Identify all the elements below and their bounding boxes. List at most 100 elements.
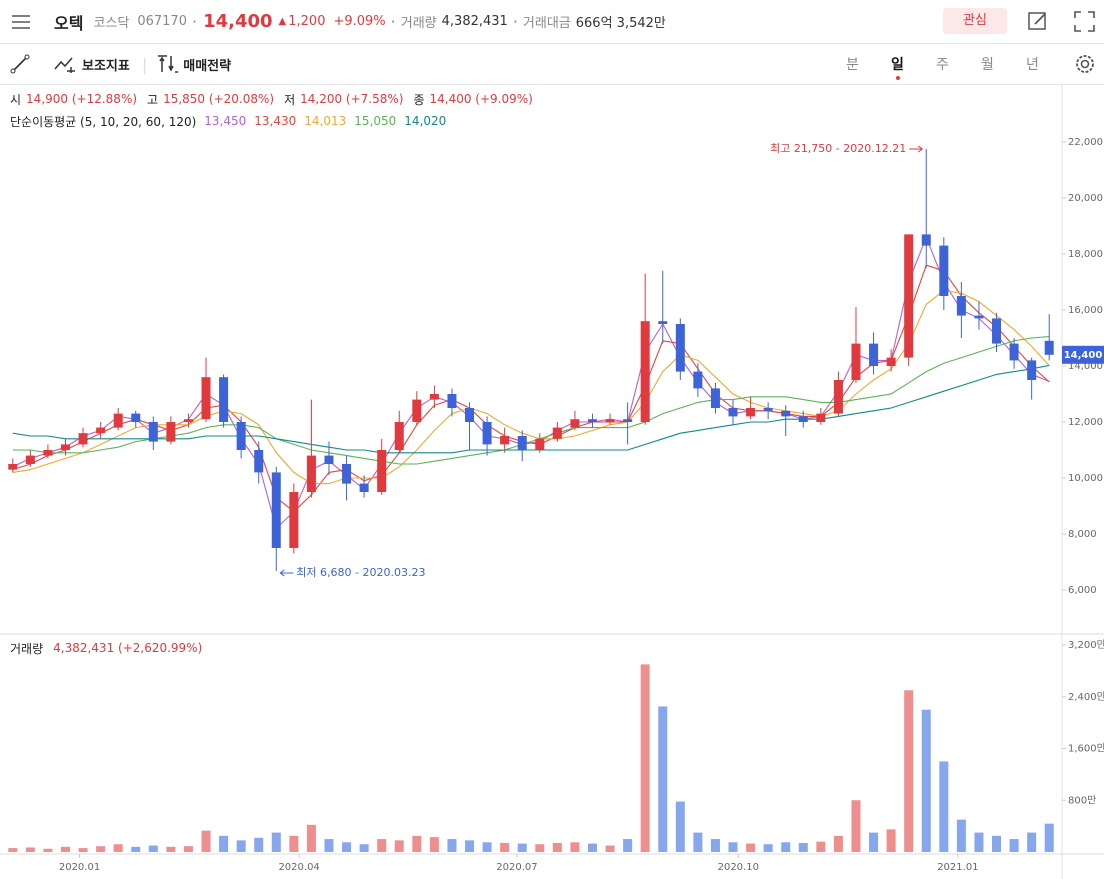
indicator-icon[interactable] xyxy=(54,55,76,73)
volume-bar xyxy=(8,848,18,852)
y-tick-label: 18,000 xyxy=(1068,249,1103,260)
volume-bar xyxy=(324,839,334,852)
settings-icon[interactable] xyxy=(1074,53,1096,75)
candle-body xyxy=(517,435,527,450)
candle-body xyxy=(693,371,703,389)
volume-bar xyxy=(412,835,422,852)
period-tab[interactable]: 주 xyxy=(936,57,949,73)
y-tick-label: 10,000 xyxy=(1068,473,1103,484)
volume-bar xyxy=(939,761,949,852)
volume-bar xyxy=(306,824,316,852)
low-value: 14,200 (+7.58%) xyxy=(300,92,404,106)
volume-bar xyxy=(921,709,931,852)
volume-bar xyxy=(869,832,879,852)
volume-subtitle: 4,382,431 (+2,620.99%) xyxy=(53,641,203,655)
volume-bar xyxy=(500,842,510,852)
max-arrow xyxy=(909,145,924,153)
amount-label: 거래대금 xyxy=(522,16,571,31)
volume-bar xyxy=(78,848,88,852)
volume-bar xyxy=(131,846,141,852)
volume-bar xyxy=(1044,823,1054,852)
ma-value: 14,013 xyxy=(304,114,347,128)
ma-value: 13,450 xyxy=(204,114,247,128)
draw-icon[interactable] xyxy=(10,54,30,74)
price: 14,400 xyxy=(203,11,273,32)
ma-title: 단순이동평균 (5, 10, 20, 60, 120) xyxy=(10,114,197,129)
volume-bar xyxy=(394,840,404,852)
volume-bar xyxy=(183,846,193,852)
volume-bar xyxy=(710,839,720,852)
volume: 4,382,431 xyxy=(441,14,508,29)
candle-body xyxy=(359,483,369,492)
volume-bar xyxy=(342,842,352,852)
volume-bar xyxy=(833,835,843,852)
candle-body xyxy=(447,393,457,408)
change-pct: +9.09% xyxy=(333,14,386,29)
min-arrow xyxy=(279,569,294,577)
candle-body xyxy=(1009,343,1019,361)
volume-bar xyxy=(465,840,475,852)
period-tab[interactable]: 일 xyxy=(875,54,920,80)
ma-line xyxy=(12,336,1050,465)
period-tab[interactable]: 년 xyxy=(1026,57,1039,73)
candle-body xyxy=(166,421,176,442)
volume-info: 거래량 4,382,431 (+2,620.99%) xyxy=(0,639,202,657)
volume-bar xyxy=(816,841,826,852)
volume-bar xyxy=(974,832,984,852)
y-tick-label: 800만 xyxy=(1068,794,1096,806)
volume-bar xyxy=(956,819,966,852)
volume-bar xyxy=(254,837,264,852)
candle-body xyxy=(43,449,53,456)
period-tab[interactable]: 분 xyxy=(846,57,859,73)
volume-bar xyxy=(447,839,457,852)
fullscreen-icon[interactable] xyxy=(1074,11,1096,33)
candle-body xyxy=(851,343,861,380)
volume-bar xyxy=(43,848,53,852)
candle-body xyxy=(78,433,88,445)
candle-body xyxy=(183,419,193,422)
candle-body xyxy=(306,455,316,492)
candle-body xyxy=(675,324,685,372)
candle-body xyxy=(605,419,615,422)
candle-body xyxy=(96,427,106,434)
volume-bar xyxy=(570,842,580,852)
ma-line xyxy=(12,264,1050,513)
market: 코스닥 xyxy=(93,16,130,31)
volume-bar xyxy=(798,842,808,852)
y-tick-label: 8,000 xyxy=(1068,529,1097,540)
candle-body xyxy=(271,472,281,548)
period-tab[interactable]: 월 xyxy=(981,57,994,73)
code: 067170 xyxy=(137,14,187,29)
volume-bar xyxy=(552,842,562,852)
ma-line xyxy=(12,289,1050,485)
close-value: 14,400 (+9.09%) xyxy=(429,92,533,106)
volume-bar xyxy=(640,664,650,852)
x-tick-label: 2020.07 xyxy=(496,862,537,873)
ma-value: 15,050 xyxy=(354,114,397,128)
candle-body xyxy=(25,455,35,464)
menu-icon[interactable] xyxy=(12,14,32,30)
candle-body xyxy=(570,419,580,428)
candle-body xyxy=(201,377,211,420)
indicator-button[interactable]: 보조지표 xyxy=(82,58,130,74)
volume-bar xyxy=(763,844,773,852)
y-tick-label: 14,000 xyxy=(1068,361,1103,372)
volume-bar xyxy=(587,843,597,852)
candle-body xyxy=(131,413,141,422)
candle-body xyxy=(974,315,984,319)
candle-body xyxy=(429,393,439,400)
strategy-icon[interactable] xyxy=(157,55,179,73)
min-annotation: 최저 6,680 - 2020.03.23 xyxy=(296,566,425,579)
candle-body xyxy=(869,343,879,366)
edit-icon[interactable] xyxy=(1027,10,1049,32)
volume-bar xyxy=(675,801,685,852)
volume-bar xyxy=(1009,839,1019,852)
watch-button[interactable]: 관심 xyxy=(943,8,1007,34)
high-label: 고 xyxy=(147,92,159,107)
candle-body xyxy=(412,399,422,422)
volume-bar xyxy=(377,839,387,852)
candle-body xyxy=(781,410,791,417)
candle-body xyxy=(535,438,545,450)
volume-bar xyxy=(658,706,668,852)
strategy-button[interactable]: 매매전략 xyxy=(183,58,232,74)
